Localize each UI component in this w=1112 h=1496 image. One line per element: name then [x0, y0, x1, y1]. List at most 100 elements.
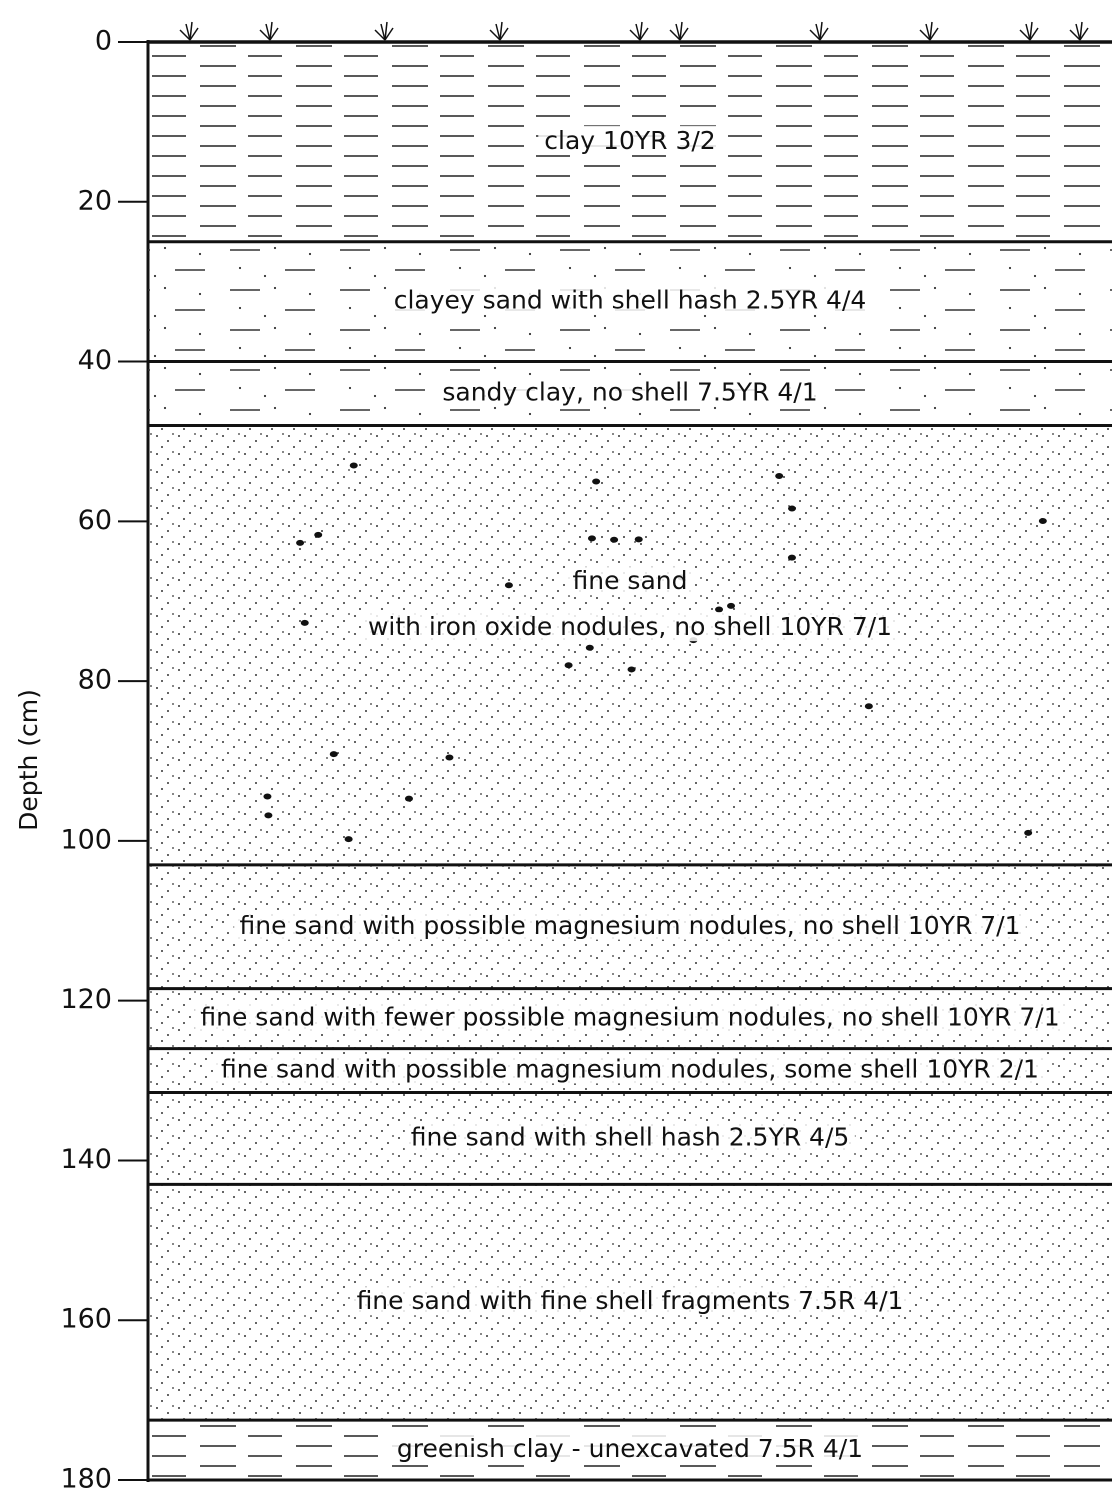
grass	[809, 29, 821, 41]
grass	[639, 21, 643, 41]
nodule	[300, 619, 309, 626]
nodule	[264, 812, 273, 819]
tick-label: 120	[60, 984, 112, 1015]
grass	[384, 21, 388, 41]
grass	[919, 29, 931, 41]
nodule	[296, 539, 305, 546]
label-backdrop	[350, 1286, 910, 1316]
tick-label: 60	[78, 505, 112, 536]
nodule	[864, 703, 873, 710]
nodule	[1038, 518, 1047, 525]
grass	[925, 23, 931, 41]
grass	[929, 21, 933, 41]
label-backdrop	[390, 1434, 870, 1464]
tick-label: 20	[78, 185, 112, 216]
grass	[1025, 23, 1031, 41]
grass	[1069, 29, 1081, 41]
grass	[1079, 21, 1083, 41]
grass	[489, 29, 501, 41]
nodule	[715, 606, 724, 613]
layer-label: fine sand with fewer possible magnesium …	[200, 1003, 1059, 1032]
nodule	[504, 582, 513, 589]
grass	[499, 27, 509, 41]
layer-label: fine sand with possible magnesium nodule…	[221, 1055, 1039, 1084]
label-backdrop	[436, 377, 824, 407]
label-backdrop	[361, 612, 899, 642]
nodule	[610, 536, 619, 543]
nodule	[344, 836, 353, 843]
nodule	[564, 662, 573, 669]
label-backdrop	[194, 1002, 1066, 1032]
tick-label: 80	[78, 665, 112, 696]
tick-label: 100	[60, 824, 112, 855]
grass	[629, 29, 641, 41]
label-backdrop	[404, 1122, 856, 1152]
grass	[929, 27, 939, 41]
nodule	[634, 536, 643, 543]
nodule	[775, 473, 784, 480]
layer-label: greenish clay - unexcavated 7.5R 4/1	[397, 1434, 863, 1463]
grass	[1075, 23, 1081, 41]
nodule	[314, 531, 323, 538]
grass	[679, 27, 689, 41]
grass	[179, 29, 191, 41]
nodule	[263, 793, 272, 800]
nodule	[787, 554, 796, 561]
grass	[1029, 27, 1039, 41]
layer-label: with iron oxide nodules, no shell 10YR 7…	[368, 612, 892, 641]
grass	[189, 27, 199, 41]
tick-label: 180	[60, 1464, 112, 1495]
nodule	[349, 462, 358, 469]
grass	[265, 23, 271, 41]
grass	[269, 21, 273, 41]
grass	[495, 23, 501, 41]
nodule	[627, 666, 636, 673]
grass	[1019, 29, 1031, 41]
label-backdrop	[233, 910, 1027, 940]
grass	[269, 27, 279, 41]
grass	[635, 23, 641, 41]
grass	[815, 23, 821, 41]
nodule	[592, 478, 601, 485]
nodule	[587, 535, 596, 542]
grass	[259, 29, 271, 41]
nodule	[404, 795, 413, 802]
layer-label: clayey sand with shell hash 2.5YR 4/4	[394, 286, 867, 315]
axis-label: Depth (cm)	[14, 689, 43, 831]
grass	[679, 21, 683, 41]
grass	[380, 23, 386, 41]
soil-layer	[148, 425, 1112, 865]
grass	[819, 27, 829, 41]
label-backdrop	[538, 125, 722, 155]
grass	[669, 29, 681, 41]
nodule	[585, 644, 594, 651]
tick-label: 40	[78, 345, 112, 376]
grass	[185, 23, 191, 41]
label-backdrop	[387, 285, 873, 315]
grass	[675, 23, 681, 41]
layer-label: fine sand with fine shell fragments 7.5R…	[357, 1286, 904, 1315]
grass	[819, 21, 823, 41]
nodule	[727, 602, 736, 609]
nodule	[329, 751, 338, 758]
grass	[384, 27, 394, 41]
layer-label: fine sand	[573, 566, 688, 595]
tick-label: 140	[60, 1144, 112, 1175]
tick-label: 160	[60, 1304, 112, 1335]
label-backdrop	[215, 1054, 1045, 1084]
label-backdrop	[566, 566, 694, 596]
grass	[639, 27, 649, 41]
grass	[189, 21, 193, 41]
layer-label: clay 10YR 3/2	[544, 126, 715, 155]
layer-label: fine sand with shell hash 2.5YR 4/5	[411, 1122, 850, 1151]
layer-label: fine sand with possible magnesium nodule…	[239, 911, 1020, 940]
nodule	[445, 754, 454, 761]
nodule	[788, 505, 797, 512]
grass	[374, 29, 386, 41]
layer-label: sandy clay, no shell 7.5YR 4/1	[442, 378, 817, 407]
grass	[1029, 21, 1033, 41]
grass	[499, 21, 503, 41]
nodule	[1024, 829, 1033, 836]
tick-label: 0	[95, 26, 112, 57]
